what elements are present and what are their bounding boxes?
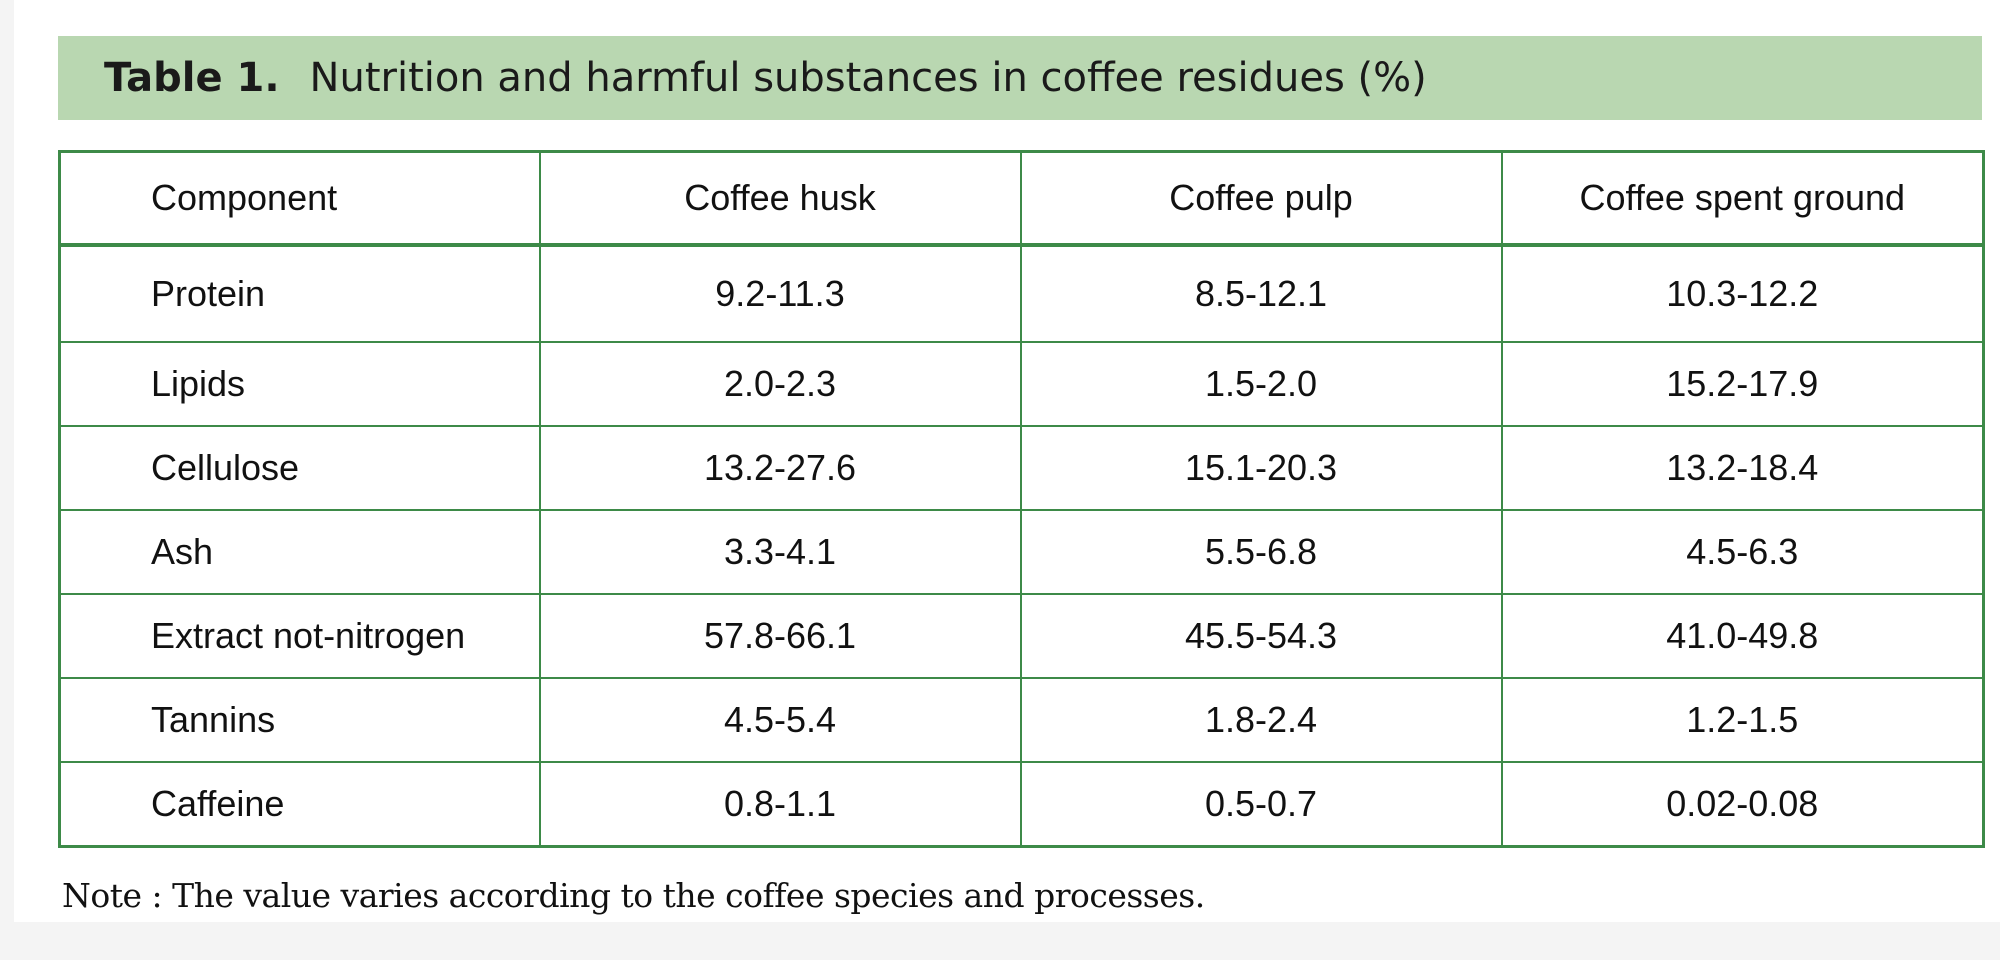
table-caption: Table 1. Nutrition and harmful substance… bbox=[58, 36, 1982, 120]
row-coffee-pulp-cell: 1.5-2.0 bbox=[1019, 341, 1503, 427]
row-component-cell: Ash bbox=[58, 509, 541, 595]
row-coffee-husk-cell: 57.8-66.1 bbox=[538, 593, 1022, 679]
document-page: Table 1. Nutrition and harmful substance… bbox=[14, 0, 2000, 922]
table-row: Tannins 4.5-5.4 1.8-2.4 1.2-1.5 bbox=[58, 677, 1985, 763]
table-header-row: Component Coffee husk Coffee pulp Coffee… bbox=[58, 150, 1985, 247]
row-coffee-spent-ground-cell: 10.3-12.2 bbox=[1500, 244, 1985, 343]
row-coffee-pulp-cell: 0.5-0.7 bbox=[1019, 761, 1503, 848]
header-coffee-spent-ground: Coffee spent ground bbox=[1500, 150, 1985, 247]
table-caption-label: Table 1. bbox=[104, 55, 280, 101]
row-coffee-pulp-cell: 15.1-20.3 bbox=[1019, 425, 1503, 511]
row-coffee-spent-ground-cell: 15.2-17.9 bbox=[1500, 341, 1985, 427]
row-coffee-husk-cell: 9.2-11.3 bbox=[538, 244, 1022, 343]
row-component-cell: Extract not-nitrogen bbox=[58, 593, 541, 679]
row-coffee-spent-ground-cell: 1.2-1.5 bbox=[1500, 677, 1985, 763]
table-caption-text: Nutrition and harmful substances in coff… bbox=[309, 55, 1427, 101]
table-row: Extract not-nitrogen 57.8-66.1 45.5-54.3… bbox=[58, 593, 1985, 679]
row-coffee-pulp-cell: 45.5-54.3 bbox=[1019, 593, 1503, 679]
table-row: Cellulose 13.2-27.6 15.1-20.3 13.2-18.4 bbox=[58, 425, 1985, 511]
row-coffee-pulp-cell: 5.5-6.8 bbox=[1019, 509, 1503, 595]
row-coffee-spent-ground-cell: 4.5-6.3 bbox=[1500, 509, 1985, 595]
header-coffee-pulp: Coffee pulp bbox=[1019, 150, 1503, 247]
table-row: Ash 3.3-4.1 5.5-6.8 4.5-6.3 bbox=[58, 509, 1985, 595]
row-component-cell: Cellulose bbox=[58, 425, 541, 511]
row-coffee-spent-ground-cell: 13.2-18.4 bbox=[1500, 425, 1985, 511]
header-component: Component bbox=[58, 150, 541, 247]
row-coffee-pulp-cell: 8.5-12.1 bbox=[1019, 244, 1503, 343]
row-component-cell: Lipids bbox=[58, 341, 541, 427]
table-note: Note : The value varies according to the… bbox=[62, 876, 1205, 915]
row-coffee-pulp-cell: 1.8-2.4 bbox=[1019, 677, 1503, 763]
table-row: Lipids 2.0-2.3 1.5-2.0 15.2-17.9 bbox=[58, 341, 1985, 427]
row-component-cell: Protein bbox=[58, 244, 541, 343]
row-coffee-husk-cell: 0.8-1.1 bbox=[538, 761, 1022, 848]
table-row: Caffeine 0.8-1.1 0.5-0.7 0.02-0.08 bbox=[58, 761, 1985, 848]
coffee-residues-table: Component Coffee husk Coffee pulp Coffee… bbox=[58, 150, 1985, 848]
row-coffee-spent-ground-cell: 0.02-0.08 bbox=[1500, 761, 1985, 848]
header-coffee-husk: Coffee husk bbox=[538, 150, 1022, 247]
row-component-cell: Caffeine bbox=[58, 761, 541, 848]
row-coffee-husk-cell: 3.3-4.1 bbox=[538, 509, 1022, 595]
row-coffee-husk-cell: 2.0-2.3 bbox=[538, 341, 1022, 427]
row-coffee-spent-ground-cell: 41.0-49.8 bbox=[1500, 593, 1985, 679]
row-coffee-husk-cell: 4.5-5.4 bbox=[538, 677, 1022, 763]
table-row: Protein 9.2-11.3 8.5-12.1 10.3-12.2 bbox=[58, 244, 1985, 343]
row-coffee-husk-cell: 13.2-27.6 bbox=[538, 425, 1022, 511]
row-component-cell: Tannins bbox=[58, 677, 541, 763]
